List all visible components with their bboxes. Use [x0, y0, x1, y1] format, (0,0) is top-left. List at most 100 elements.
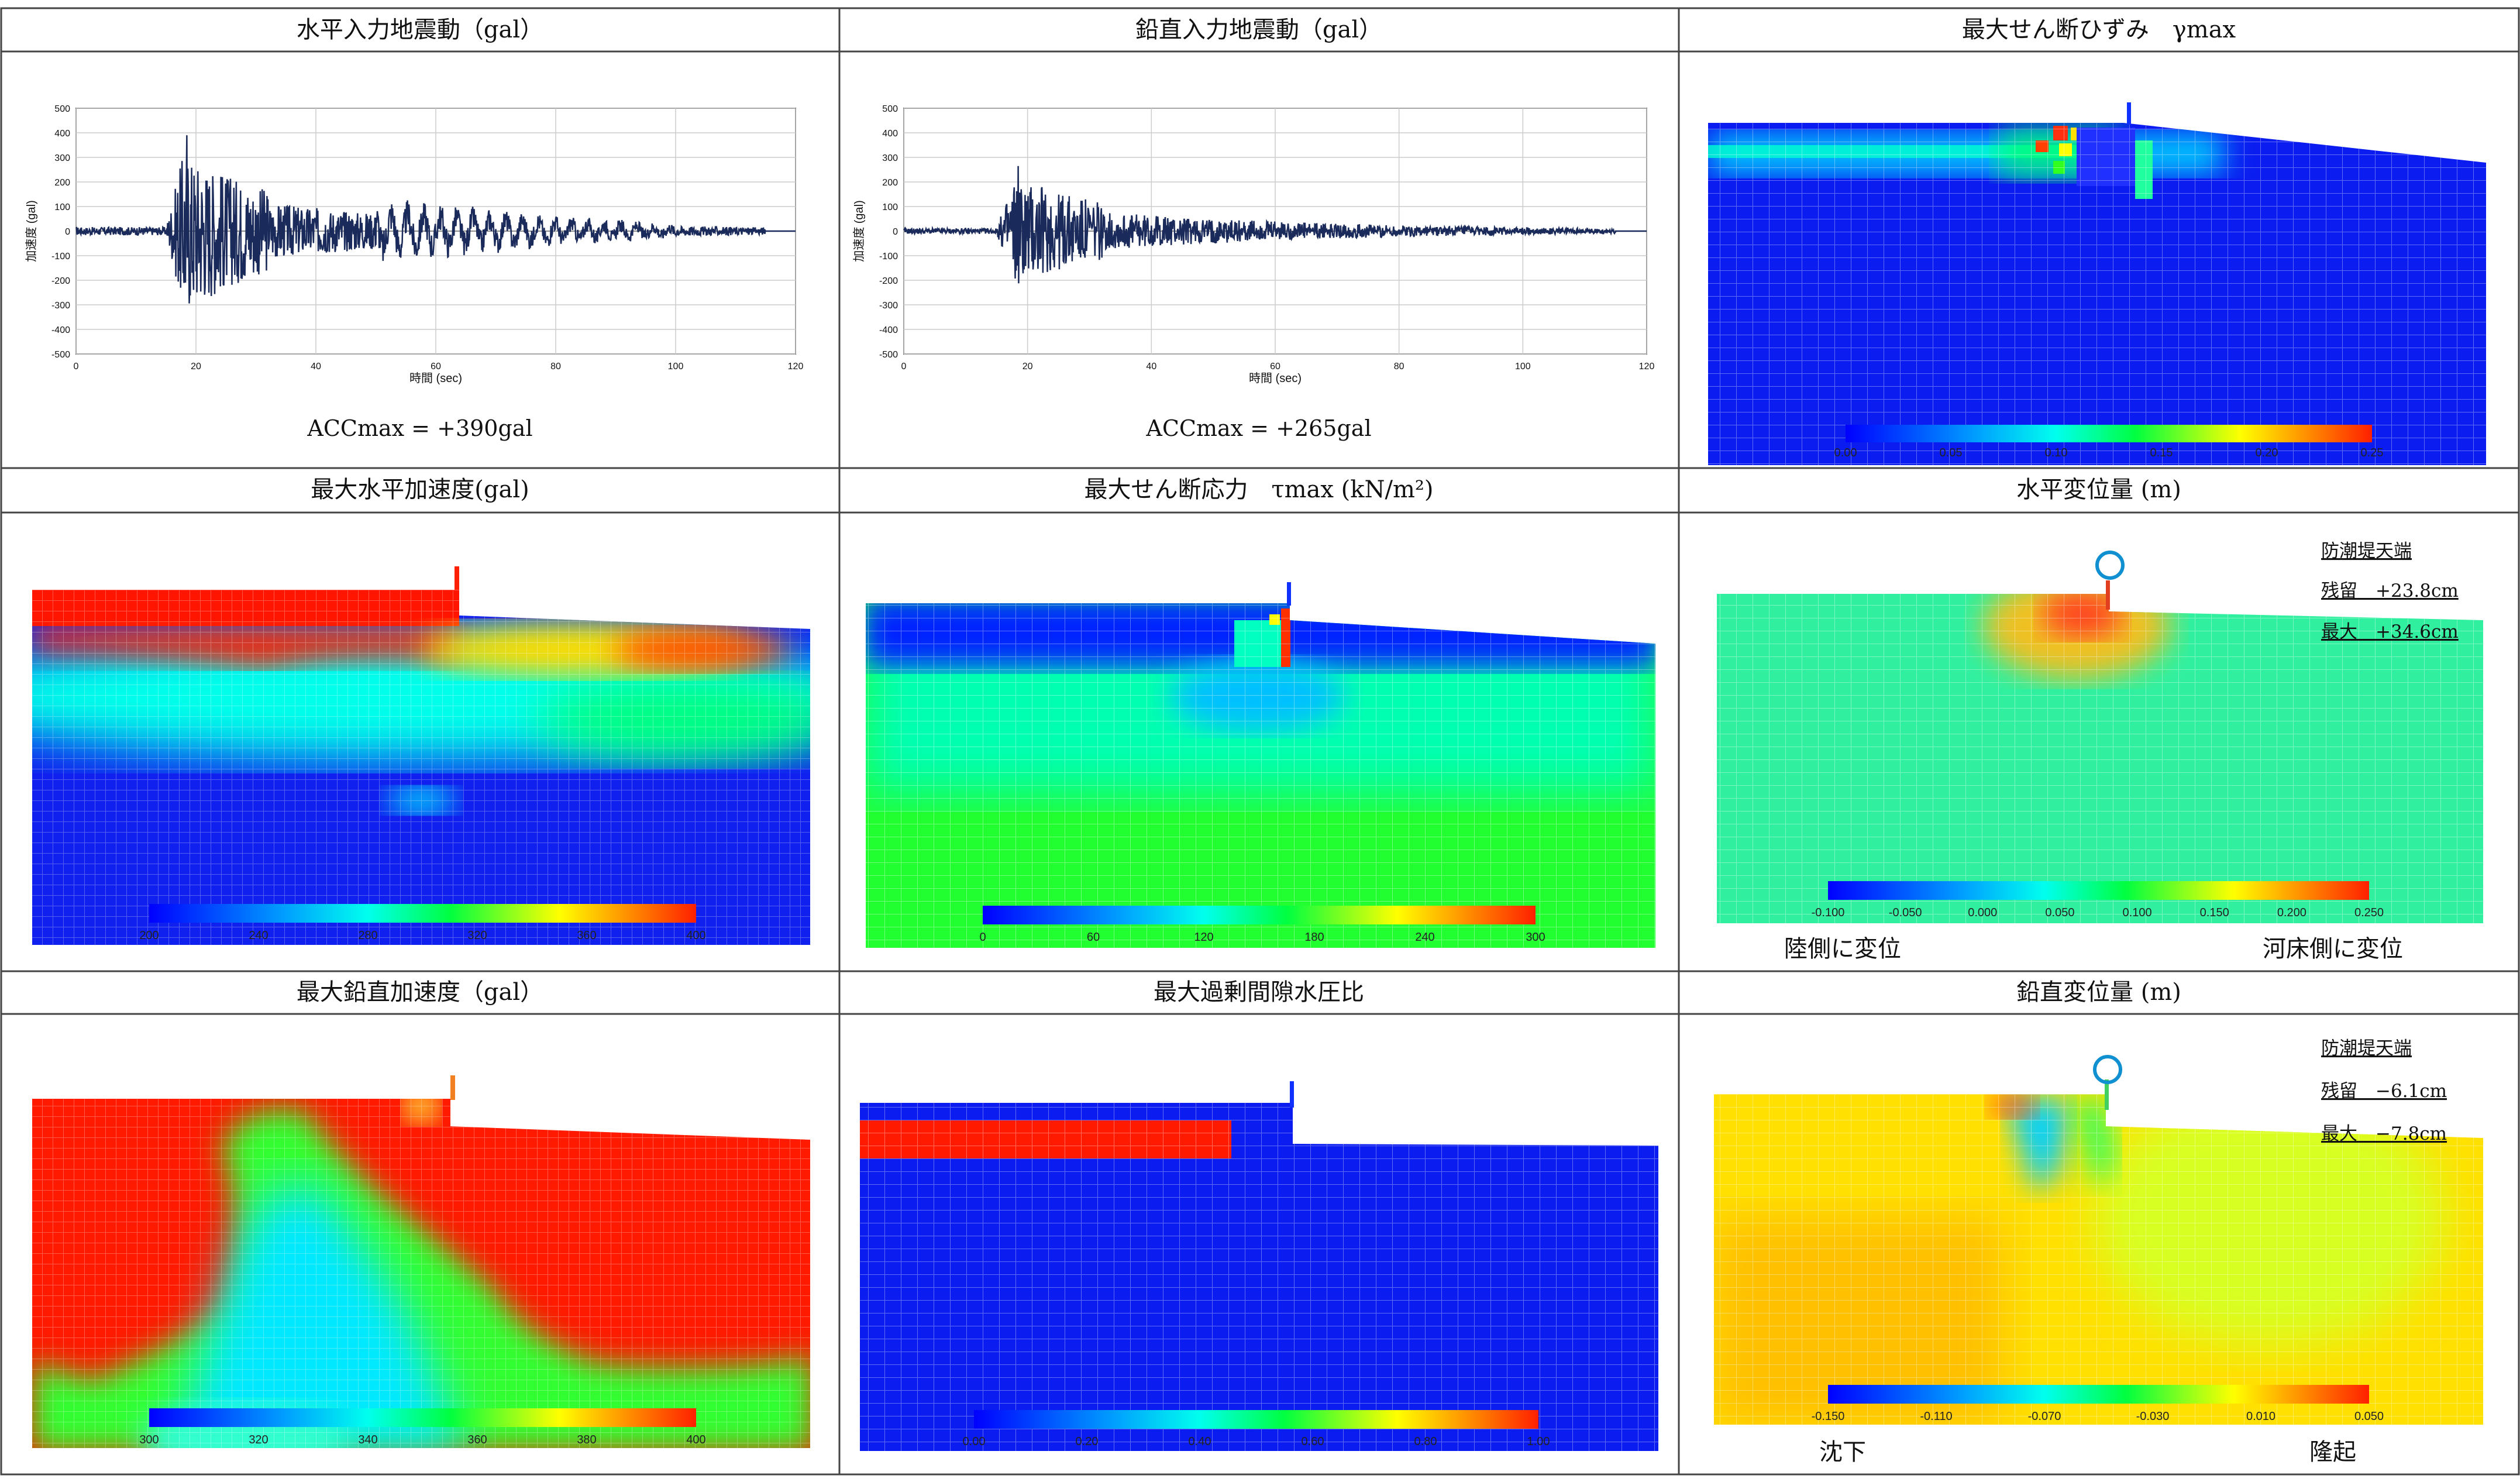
shear-strain-colorbar: 0.00 0.05 0.10 0.15 0.20 0.25 — [1834, 425, 2384, 459]
horizontal-acc-colorbar: 200 240 280 320 360 400 — [139, 904, 706, 942]
panel-title-max-horizontal-acc: 最大水平加速度(gal) — [311, 476, 529, 503]
acc-max-vertical: ACCmax = +265gal — [1145, 415, 1371, 441]
x-tick-label: 0 — [901, 362, 907, 372]
colorbar-tick-label: 0 — [979, 931, 986, 944]
y-tick-label: 500 — [54, 104, 70, 114]
y-tick-label: -300 — [51, 301, 70, 311]
colorbar-tick-label: 0.100 — [2123, 906, 2152, 919]
colorbar-tick-label: 360 — [467, 1433, 487, 1446]
colorbar-tick-label: 0.25 — [2361, 446, 2384, 459]
colorbar-tick-label: 1.00 — [1527, 1435, 1550, 1448]
y-tick-label: -200 — [51, 276, 70, 286]
y-tick-label: 0 — [65, 227, 70, 237]
horizontal-displacement-colorbar: -0.100 -0.050 0.000 0.050 0.100 0.150 0.200 0.2… — [1812, 881, 2384, 919]
y-tick-label: 300 — [882, 153, 898, 163]
x-tick-labels: 0 20 40 60 80 100 120 — [901, 362, 1655, 372]
x-tick-label: 20 — [1023, 362, 1033, 372]
label-riverbed-side: 河床側に変位 — [2263, 936, 2403, 962]
acc-max-horizontal: ACCmax = +390gal — [307, 415, 532, 441]
colorbar-tick-label: 0.80 — [1414, 1435, 1437, 1448]
x-tick-label: 20 — [191, 362, 201, 372]
colorbar-tick-label: 60 — [1087, 931, 1100, 944]
note-residual-vertical: 残留 −6.1cm — [2321, 1081, 2447, 1102]
x-tick-label: 40 — [1146, 362, 1156, 372]
panel-title-vertical-displacement: 鉛直変位量 (m) — [2016, 979, 2181, 1006]
panel-title-max-shear-stress: 最大せん断応力 τmax (kN/m²) — [1084, 476, 1433, 503]
panel-title-max-pore-pressure: 最大過剰間隙水圧比 — [1154, 979, 1364, 1006]
pore-pressure-contour: 0.00 0.20 0.40 0.60 0.80 1.00 — [860, 1081, 1658, 1451]
shear-stress-contour: 0 60 120 180 240 300 — [866, 582, 1655, 948]
horizontal-input-chart: 500 400 300 200 100 0 -100 -200 -300 -400 -500 0 20… — [25, 104, 803, 385]
x-tick-label: 40 — [311, 362, 321, 372]
note-residual-horizontal: 残留 +23.8cm — [2321, 580, 2459, 601]
y-tick-label: -100 — [51, 252, 70, 262]
colorbar-tick-label: 240 — [1415, 931, 1434, 944]
colorbar-tick-label: 0.10 — [2045, 446, 2068, 459]
colorbar-tick-label: 0.05 — [1940, 446, 1963, 459]
y-tick-label: -100 — [879, 252, 898, 262]
colorbar-tick-label: 0.00 — [963, 1435, 986, 1448]
colorbar-tick-label: -0.150 — [1812, 1410, 1845, 1423]
y-tick-label: 100 — [882, 202, 898, 212]
colorbar-tick-label: 300 — [1526, 931, 1545, 944]
x-tick-label: 120 — [788, 362, 804, 372]
y-tick-label: 500 — [882, 104, 898, 114]
y-tick-label: 0 — [893, 227, 898, 237]
colorbar-gradient — [974, 1410, 1538, 1429]
colorbar-tick-label: 0.050 — [2045, 906, 2074, 919]
plot-gridlines — [75, 108, 796, 355]
y-tick-label: 200 — [882, 178, 898, 188]
colorbar-tick-label: 380 — [577, 1433, 596, 1446]
x-tick-label: 100 — [1515, 362, 1531, 372]
vertical-displacement-colorbar: -0.150 -0.110 -0.070 -0.030 0.010 0.050 — [1812, 1385, 2384, 1423]
x-tick-label: 60 — [1270, 362, 1280, 372]
colorbar-tick-label: 280 — [358, 929, 377, 942]
colorbar-gradient — [149, 904, 696, 923]
colorbar-tick-label: -0.110 — [1920, 1410, 1952, 1423]
colorbar-tick-label: 320 — [249, 1433, 268, 1446]
note-title-vertical: 防潮堤天端 — [2321, 1038, 2412, 1059]
panel-title-max-shear-strain: 最大せん断ひずみ γmax — [1962, 16, 2236, 43]
panel-title-max-vertical-acc: 最大鉛直加速度（gal） — [297, 979, 543, 1006]
y-tick-label: -300 — [879, 301, 898, 311]
colorbar-tick-label: 0.250 — [2354, 906, 2384, 919]
y-tick-label: -500 — [879, 350, 898, 360]
x-axis-label: 時間 (sec) — [409, 372, 462, 385]
horizontal-displacement-contour: -0.100 -0.050 0.000 0.050 0.100 0.150 0.200 0.2… — [1717, 551, 2483, 923]
y-tick-label: -200 — [879, 276, 898, 286]
x-tick-label: 120 — [1639, 362, 1655, 372]
colorbar-tick-label: 0.010 — [2246, 1410, 2275, 1423]
y-tick-label: 100 — [54, 202, 70, 212]
colorbar-gradient — [1828, 881, 2369, 900]
colorbar-tick-label: 0.200 — [2277, 906, 2306, 919]
colorbar-tick-label: 200 — [139, 929, 159, 942]
x-tick-label: 60 — [431, 362, 441, 372]
y-tick-label: 300 — [54, 153, 70, 163]
colorbar-tick-label: 400 — [686, 1433, 705, 1446]
label-settlement: 沈下 — [1819, 1439, 1866, 1466]
vertical-input-chart: 500 400 300 200 100 0 -100 -200 -300 -400 -500 0 20… — [852, 104, 1654, 385]
x-axis-label: 時間 (sec) — [1249, 372, 1302, 385]
crest-marker-circle — [2095, 551, 2125, 580]
note-max-vertical: 最大 −7.8cm — [2321, 1123, 2447, 1144]
y-tick-labels: 500 400 300 200 100 0 -100 -200 -300 -400 -500 — [879, 104, 898, 360]
pore-pressure-colorbar: 0.00 0.20 0.40 0.60 0.80 1.00 — [963, 1410, 1550, 1448]
y-tick-label: 400 — [882, 129, 898, 139]
panel-title-horizontal-input: 水平入力地震動（gal） — [297, 16, 543, 43]
y-tick-label: -400 — [879, 325, 898, 335]
y-tick-label: 200 — [54, 178, 70, 188]
acceleration-series-line — [75, 135, 796, 304]
colorbar-tick-label: 0.00 — [1834, 446, 1857, 459]
label-land-side: 陸側に変位 — [1784, 936, 1901, 962]
colorbar-tick-label: 0.60 — [1302, 1435, 1324, 1448]
colorbar-tick-label: 0.15 — [2150, 446, 2173, 459]
note-title-horizontal: 防潮堤天端 — [2321, 541, 2412, 562]
colorbar-tick-label: 320 — [467, 929, 487, 942]
y-tick-labels: 500 400 300 200 100 0 -100 -200 -300 -400 -500 — [51, 104, 70, 360]
colorbar-tick-label: 0.20 — [1076, 1435, 1099, 1448]
label-uplift: 隆起 — [2309, 1439, 2356, 1466]
y-axis-label: 加速度 (gal) — [852, 200, 866, 262]
y-tick-label: 400 — [54, 129, 70, 139]
colorbar-tick-label: 300 — [139, 1433, 159, 1446]
crest-marker-circle — [2093, 1055, 2122, 1084]
